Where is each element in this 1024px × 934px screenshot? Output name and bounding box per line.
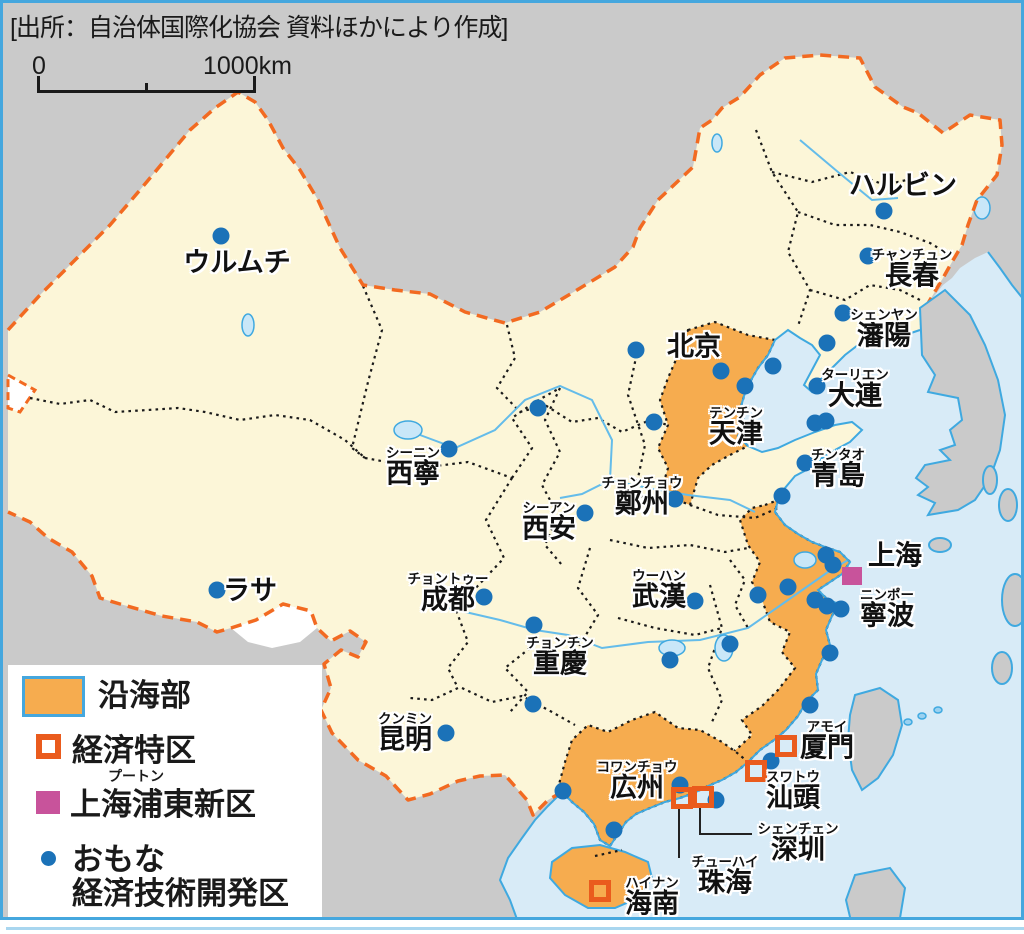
legend-devzone-label-line2: 経済技術開発区 <box>72 876 289 911</box>
legend-coastal-label: 沿海部 <box>98 678 191 713</box>
legend: 沿海部 経済特区 プートン 上海浦東新区 おもな 経済技術開発区 <box>8 665 322 917</box>
china-mainland <box>8 55 1002 846</box>
jeju-island <box>928 537 952 553</box>
japan-island-4 <box>991 651 1013 685</box>
coastal-area-swatch <box>22 676 85 717</box>
scale-tick-left <box>37 76 40 93</box>
japan-island-1 <box>982 465 998 495</box>
japan-island-3 <box>1001 573 1021 627</box>
hainan-island <box>548 843 654 909</box>
province-borders <box>29 129 951 858</box>
foreign-lands <box>844 288 1021 917</box>
coastal-regions <box>556 320 852 848</box>
lake-khanka <box>973 196 991 220</box>
lake-west-xinjiang <box>241 313 255 337</box>
scale-end-label: 1000km <box>203 52 292 80</box>
lake-dongting <box>658 639 686 657</box>
legend-pudong-ruby: プートン <box>108 768 164 784</box>
primorye-coastline <box>987 251 1021 298</box>
dev-zone-dot-icon <box>41 851 56 866</box>
kashmir-area <box>6 372 38 414</box>
leader-lines <box>678 806 752 858</box>
small-islands <box>903 706 943 726</box>
lake-qinghai <box>393 420 423 440</box>
china-basemap <box>6 53 1021 917</box>
luzon-island <box>844 866 907 917</box>
scale-tick-right <box>253 76 256 93</box>
legend-devzone-label-line1: おもな <box>72 842 165 877</box>
sez-square-icon <box>36 734 61 759</box>
shenzhen-leader-line <box>699 806 752 835</box>
taiwan-island <box>846 686 904 792</box>
legend-pudong-label: 上海浦東新区 <box>70 787 256 822</box>
legend-sez-label: 経済特区 <box>72 733 196 768</box>
rivers <box>411 139 899 650</box>
nepal-area <box>231 604 317 648</box>
korea-peninsula <box>914 288 1007 517</box>
scale-start-label: 0 <box>32 52 46 80</box>
lake-poyang <box>714 634 734 662</box>
coastal-region-south <box>556 710 750 848</box>
source-note: [出所：自治体国際化協会 資料ほかにより作成] <box>10 14 508 42</box>
lake-taihu <box>793 551 817 569</box>
scale-tick-middle <box>145 83 148 93</box>
coastal-region-hebei <box>656 320 777 507</box>
pudong-square-icon <box>36 791 60 814</box>
national-border <box>6 53 1004 817</box>
lake-border-mongolia <box>711 133 723 153</box>
vietnam-coastline <box>498 791 563 917</box>
japan-island-2 <box>998 488 1018 522</box>
bottom-decoration-line <box>6 927 1024 930</box>
